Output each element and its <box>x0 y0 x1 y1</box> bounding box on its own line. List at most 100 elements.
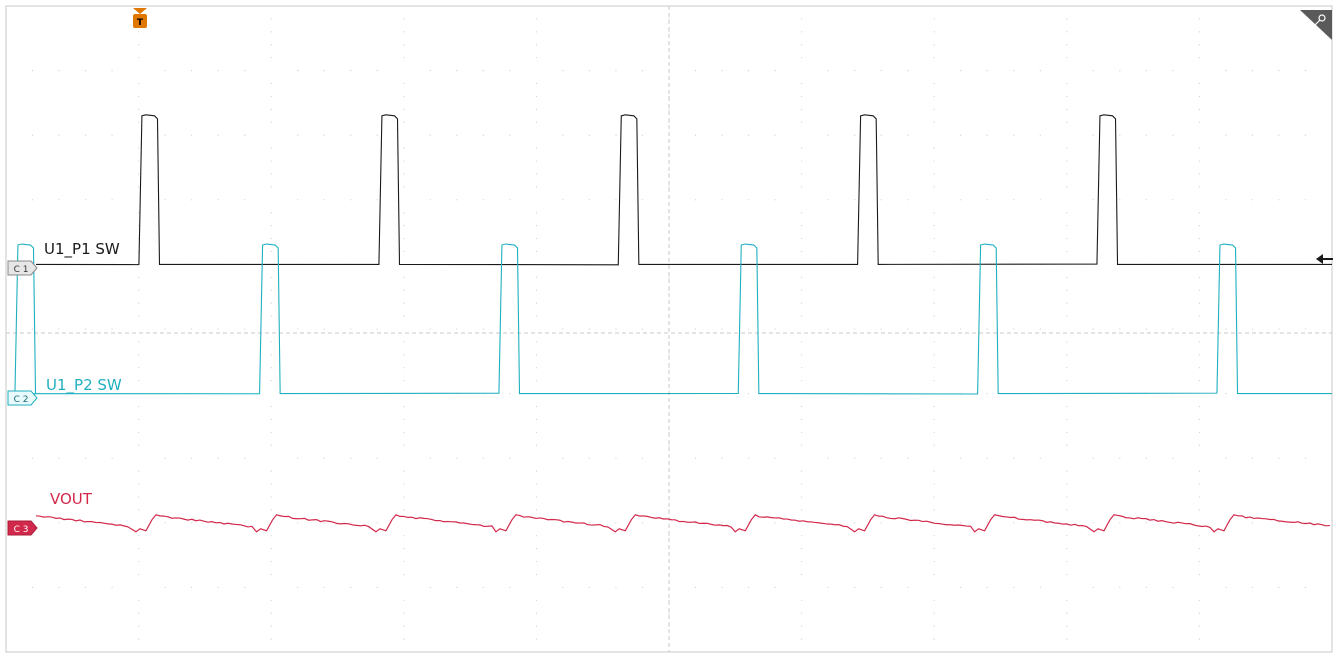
grid-dot <box>270 380 272 382</box>
grid-dot <box>1145 586 1147 589</box>
grid-dot <box>1225 134 1227 136</box>
grid-dot <box>774 328 776 330</box>
grid-dot <box>456 199 458 201</box>
grid-dot <box>801 57 803 59</box>
grid-dot <box>668 535 670 537</box>
grid-dot <box>1304 134 1307 136</box>
grid-dot <box>535 509 538 511</box>
grid-dot <box>138 108 140 110</box>
grid-dot <box>535 341 538 343</box>
grid-dot <box>933 341 935 343</box>
grid-dot <box>1119 586 1121 589</box>
grid-dot <box>1198 147 1200 149</box>
grid-dot <box>535 431 538 433</box>
grid-dot <box>403 44 405 46</box>
grid-dot <box>907 134 909 136</box>
grid-dot <box>535 250 538 253</box>
grid-dot <box>350 328 352 330</box>
zoom-corner-icon[interactable] <box>1300 10 1332 40</box>
grid-dot <box>482 199 484 201</box>
channel-2-marker[interactable]: C 2 <box>7 390 38 406</box>
grid-dot <box>1092 328 1094 330</box>
grid-dot <box>1198 509 1200 511</box>
grid-dot <box>827 457 829 459</box>
grid-dot <box>1225 328 1227 330</box>
grid-dot <box>217 328 219 330</box>
grid-dot <box>535 173 538 175</box>
grid-dot <box>1225 586 1227 589</box>
grid-dot <box>217 457 219 459</box>
grid-dot <box>403 612 405 614</box>
grid-dot <box>270 250 272 253</box>
grid-dot <box>138 638 140 640</box>
grid-dot <box>721 522 723 524</box>
grid-dot <box>1039 522 1041 524</box>
grid-dot <box>562 522 564 524</box>
grid-dot <box>1013 199 1015 201</box>
grid-dot <box>1278 586 1280 589</box>
grid-dot <box>403 82 405 85</box>
grid-dot <box>535 31 538 33</box>
grid-dot <box>350 586 352 589</box>
grid-dot <box>933 431 935 433</box>
grid-dot <box>350 522 352 524</box>
grid-dot <box>774 199 776 201</box>
grid-dot <box>801 496 803 498</box>
grid-dot <box>1225 70 1227 72</box>
grid-dot <box>1066 147 1068 149</box>
grid-dot <box>1198 444 1200 446</box>
grid-dot <box>1172 586 1174 589</box>
grid-dot <box>84 134 87 136</box>
channel-3-marker[interactable]: C 3 <box>7 520 38 536</box>
grid-dot <box>509 457 511 459</box>
grid-dot <box>801 225 803 227</box>
grid-dot <box>138 173 140 175</box>
grid-dot <box>615 199 617 201</box>
grid-dot <box>933 212 935 214</box>
grid-dot <box>1198 315 1200 317</box>
grid-dot <box>535 289 538 291</box>
grid-dot <box>535 444 538 446</box>
grid-dot <box>1172 134 1174 136</box>
grid-dot <box>535 302 538 304</box>
grid-dot <box>403 160 405 162</box>
grid-dot <box>588 522 591 524</box>
grid-dot <box>297 522 299 524</box>
grid-dot <box>191 522 193 524</box>
level-arrow-icon[interactable] <box>1316 254 1333 264</box>
grid-dot <box>191 199 193 201</box>
grid-dot <box>58 586 60 589</box>
grid-dot <box>270 625 272 627</box>
grid-dot <box>1066 250 1068 253</box>
grid-dot <box>350 70 352 72</box>
grid-dot <box>562 70 564 72</box>
grid-dot <box>1198 354 1200 356</box>
grid-dot <box>801 121 803 123</box>
grid-dot <box>933 612 935 614</box>
grid-dot <box>774 134 776 136</box>
grid-dot <box>641 522 644 524</box>
grid-dot <box>827 586 829 589</box>
grid-dot <box>1039 134 1041 136</box>
grid-dot <box>403 95 405 98</box>
grid-dot <box>933 638 935 640</box>
grid-dot <box>323 134 325 136</box>
grid-dot <box>376 134 378 136</box>
trigger-marker[interactable]: T <box>133 8 147 28</box>
grid-dot <box>1304 199 1307 201</box>
grid-dot <box>668 276 670 278</box>
channel-1-marker[interactable]: C 1 <box>7 260 38 276</box>
grid-dot <box>1066 573 1068 576</box>
grid-dot <box>1278 70 1280 72</box>
grid-dot <box>1119 457 1121 459</box>
grid-dot <box>535 548 538 550</box>
grid-dot <box>270 341 272 343</box>
grid-dot <box>1198 18 1200 20</box>
grid-dot <box>84 586 87 589</box>
grid-dot <box>933 509 935 511</box>
grid-dot <box>138 186 140 188</box>
grid-dot <box>1304 586 1307 589</box>
grid-dot <box>270 95 272 98</box>
grid-dot <box>403 354 405 356</box>
grid-dot <box>933 237 935 240</box>
